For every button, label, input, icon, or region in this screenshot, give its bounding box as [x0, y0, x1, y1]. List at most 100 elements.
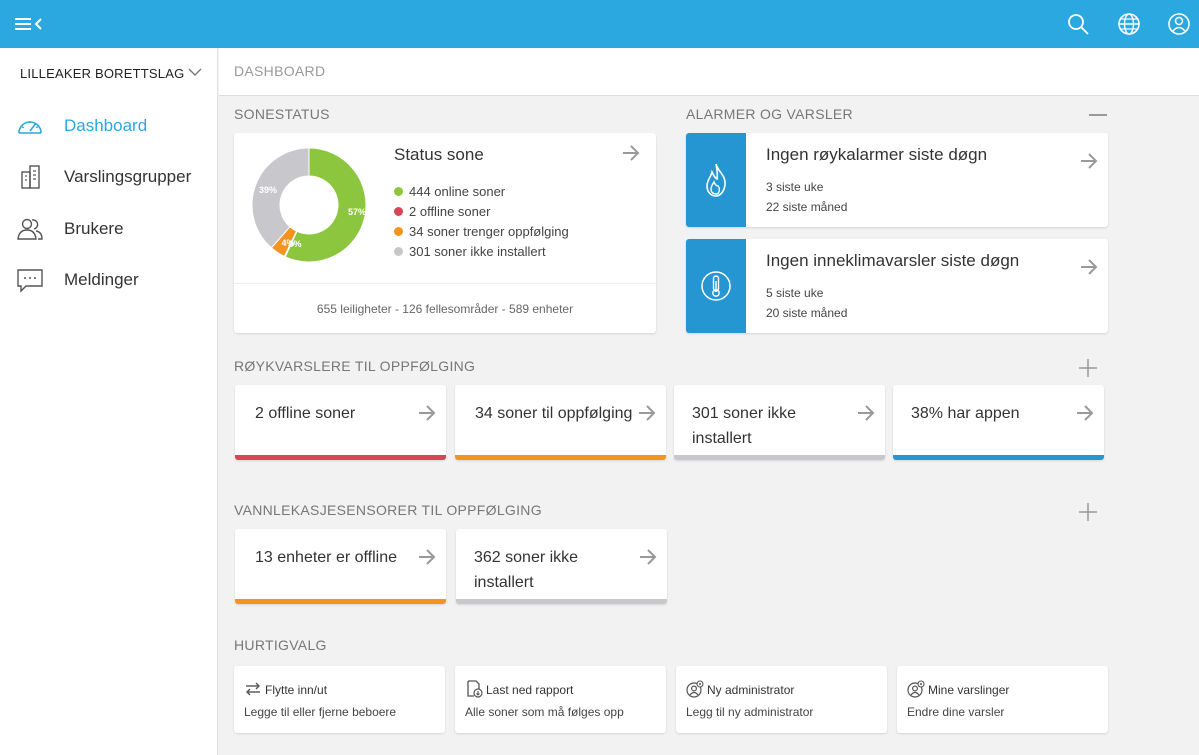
smoke-card-offline[interactable]: 2 offline soner — [235, 385, 446, 460]
sidebar-item-label: Dashboard — [64, 116, 148, 135]
users-icon — [17, 218, 43, 240]
arrow-right-icon[interactable] — [418, 549, 436, 565]
smoke-card-followup[interactable]: 34 soner til oppfølging — [455, 385, 666, 460]
status-bar — [674, 455, 885, 460]
quick-action-new-admin[interactable]: Ny administrator Legg til ny administrat… — [676, 666, 887, 733]
quick-action-title: Mine varslinger — [928, 683, 1010, 697]
legend-label: 444 online soner — [409, 183, 506, 199]
smoke-card-label: 38% har appen — [911, 405, 1020, 422]
sidebar-item-brukere[interactable]: Brukere — [0, 209, 218, 249]
user-settings-icon — [907, 680, 925, 698]
menu-collapse-icon[interactable] — [14, 12, 44, 36]
status-bar — [235, 455, 446, 460]
legend-item: 34 soner trenger oppfølging — [394, 221, 569, 241]
top-bar — [0, 0, 1199, 48]
water-card-not-installed[interactable]: 362 soner ikke installert — [456, 529, 667, 604]
legend-dot — [394, 186, 403, 196]
smoke-card-label: 301 soner ikke installert — [692, 405, 797, 447]
quick-action-title: Ny administrator — [707, 683, 795, 697]
status-sone-card[interactable]: 57% 4% 0% 39% Status sone 444 online son… — [234, 133, 656, 333]
sidebar-item-meldinger[interactable]: Meldinger — [0, 260, 218, 300]
donut-slice-not-installed — [251, 147, 310, 249]
arrow-right-icon[interactable] — [857, 405, 875, 421]
arrow-right-icon[interactable] — [1080, 259, 1098, 275]
arrow-right-icon[interactable] — [638, 405, 656, 421]
expand-plus-icon[interactable] — [1078, 358, 1098, 378]
legend-dot — [394, 246, 403, 256]
status-bar — [455, 455, 666, 460]
quick-action-title: Flytte inn/ut — [265, 683, 328, 697]
sidebar-item-dashboard[interactable]: Dashboard — [0, 106, 218, 146]
alarm-stat-week: 3 siste uke — [766, 180, 824, 194]
sidebar-item-label: Meldinger — [64, 270, 139, 289]
section-title-smoke: RØYKVARSLERE TIL OPPFØLGING — [234, 358, 476, 374]
quick-action-report[interactable]: Last ned rapport Alle soner som må følge… — [455, 666, 666, 733]
donut-label-offline: 0% — [288, 239, 301, 249]
collapse-minus-icon[interactable] — [1089, 114, 1107, 116]
chat-icon — [17, 269, 43, 293]
status-bar — [893, 455, 1104, 460]
org-name[interactable]: LILLEAKER BORETTSLAG — [20, 66, 185, 81]
page-header: DASHBOARD — [219, 48, 1199, 96]
section-title-alarmer: ALARMER OG VARSLER — [686, 106, 853, 122]
quick-action-title: Last ned rapport — [486, 683, 574, 697]
alarm-icon-box — [686, 133, 746, 227]
legend-item: 301 soner ikke installert — [394, 241, 569, 261]
expand-plus-icon[interactable] — [1078, 502, 1098, 522]
legend-item: 2 offline soner — [394, 201, 569, 221]
swap-arrows-icon — [246, 682, 260, 696]
report-download-icon — [467, 680, 483, 698]
water-card-offline[interactable]: 13 enheter er offline — [235, 529, 446, 604]
arrow-right-icon[interactable] — [418, 405, 436, 421]
quick-action-subtitle: Alle soner som må følges opp — [465, 705, 624, 719]
admin-user-icon — [686, 680, 704, 698]
legend-item: 444 online soner — [394, 181, 569, 201]
chevron-down-icon[interactable] — [188, 66, 202, 78]
status-bar — [456, 599, 667, 604]
alarm-stat-week: 5 siste uke — [766, 286, 824, 300]
water-card-label: 13 enheter er offline — [255, 549, 398, 566]
alarm-title: Ingen røykalarmer siste døgn — [766, 145, 988, 164]
section-title-sonestatus: SONESTATUS — [234, 106, 330, 122]
section-title-water: VANNLEKASJESENSORER TIL OPPFØLGING — [234, 502, 542, 518]
status-card-title: Status sone — [394, 145, 484, 164]
smoke-card-app[interactable]: 38% har appen — [893, 385, 1104, 460]
water-card-label: 362 soner ikke installert — [474, 549, 579, 591]
status-donut-chart: 57% 4% 0% 39% — [251, 147, 367, 263]
main-content: DASHBOARD SONESTATUS 57% 4% 0% 39% Statu… — [219, 48, 1199, 755]
alarm-icon-box — [686, 239, 746, 333]
smoke-card-not-installed[interactable]: 301 soner ikke installert — [674, 385, 885, 460]
thermometer-icon — [701, 271, 731, 301]
building-icon — [21, 165, 40, 189]
legend-dot — [394, 206, 403, 216]
alarm-card-indoor-climate[interactable]: Ingen inneklimavarsler siste døgn 5 sist… — [686, 239, 1108, 333]
sidebar-item-label: Brukere — [64, 219, 124, 238]
search-icon[interactable] — [1066, 12, 1090, 36]
legend-label: 34 soner trenger oppfølging — [409, 223, 569, 239]
speedometer-icon — [18, 121, 42, 134]
legend-dot — [394, 226, 403, 236]
legend-label: 301 soner ikke installert — [409, 243, 546, 259]
sidebar-item-varslingsgrupper[interactable]: Varslingsgrupper — [0, 157, 218, 197]
arrow-right-icon[interactable] — [639, 549, 657, 565]
user-icon[interactable] — [1167, 12, 1191, 36]
quick-action-subtitle: Legge til eller fjerne beboere — [244, 705, 397, 719]
quick-action-my-alerts[interactable]: Mine varslinger Endre dine varsler — [897, 666, 1108, 733]
arrow-right-icon[interactable] — [1080, 153, 1098, 169]
arrow-right-icon[interactable] — [622, 145, 640, 161]
alarm-card-smoke[interactable]: Ingen røykalarmer siste døgn 3 siste uke… — [686, 133, 1108, 227]
globe-icon[interactable] — [1117, 12, 1141, 36]
alarm-title: Ingen inneklimavarsler siste døgn — [766, 251, 1020, 270]
sidebar-item-label: Varslingsgrupper — [64, 167, 192, 186]
legend-label: 2 offline soner — [409, 203, 491, 219]
status-footer: 655 leiligheter - 126 fellesområder - 58… — [234, 283, 656, 333]
quick-action-move[interactable]: Flytte inn/ut Legge til eller fjerne beb… — [234, 666, 445, 733]
donut-label-not-installed: 39% — [259, 185, 277, 195]
arrow-right-icon[interactable] — [1076, 405, 1094, 421]
smoke-card-label: 34 soner til oppfølging — [475, 405, 633, 422]
quick-action-subtitle: Endre dine varsler — [907, 705, 1005, 719]
alarm-stat-month: 22 siste måned — [766, 200, 848, 214]
donut-label-online: 57% — [348, 207, 366, 217]
page-title: DASHBOARD — [234, 63, 326, 79]
smoke-card-label: 2 offline soner — [255, 405, 356, 422]
